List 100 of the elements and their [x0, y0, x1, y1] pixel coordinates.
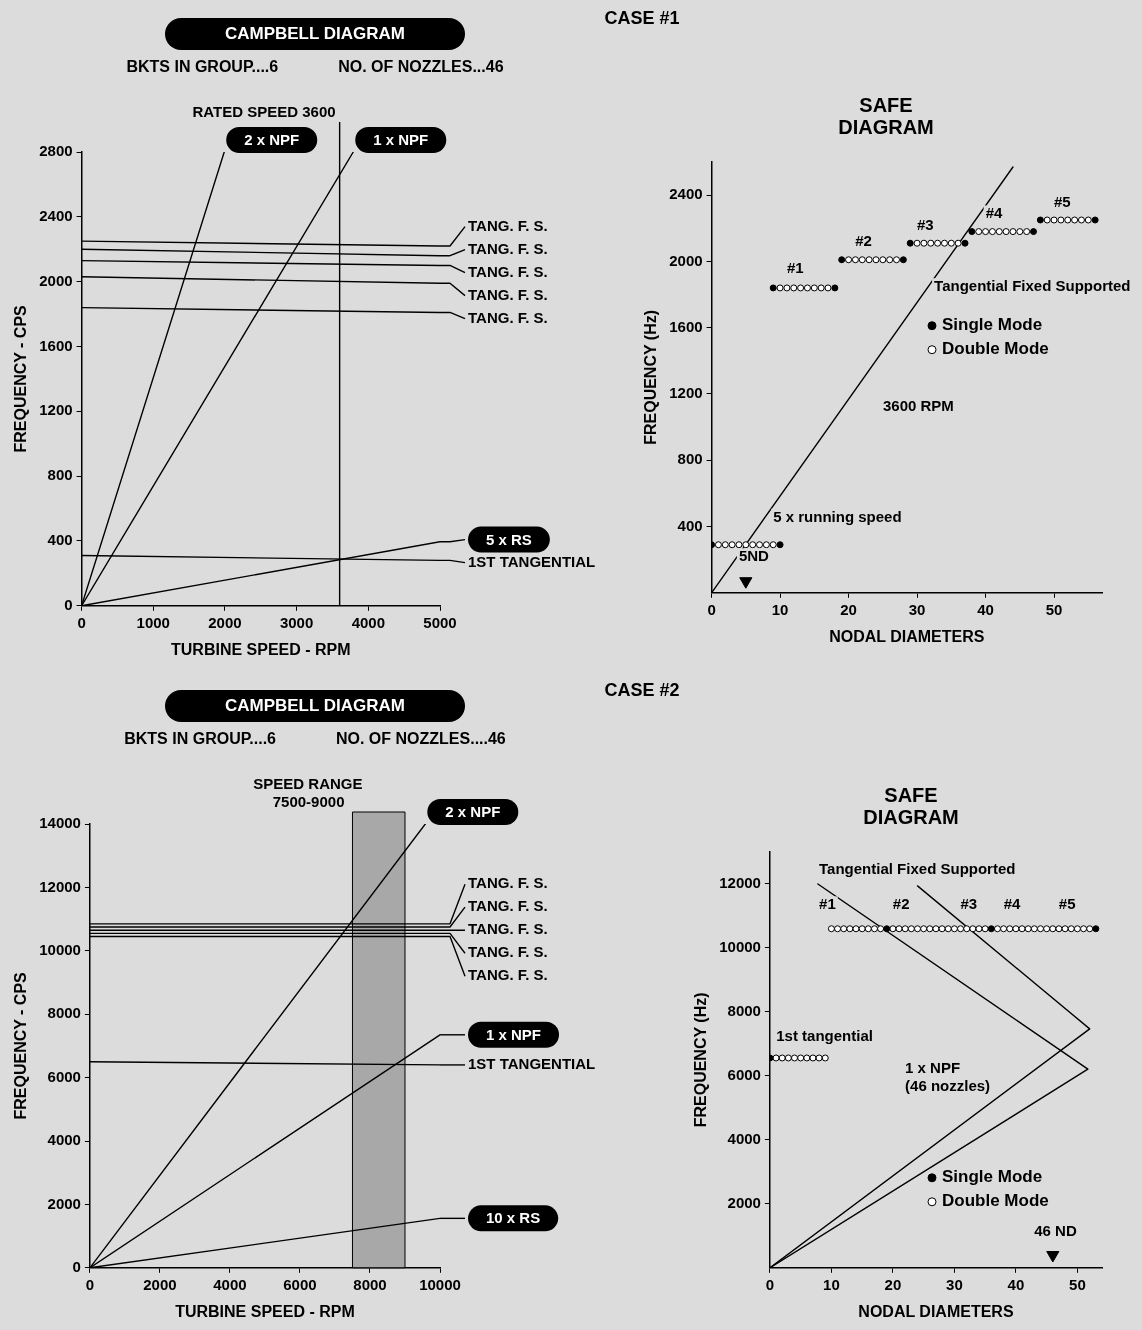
annotation: 1st tangential [776, 1026, 873, 1044]
x-axis-title: NODAL DIAMETERS [829, 627, 985, 645]
y-axis-title: FREQUENCY - CPS [12, 304, 30, 453]
x-tick-label: 10 [823, 1275, 840, 1293]
y-tick-label: 2400 [669, 185, 703, 203]
text: CASE #2 [604, 680, 680, 701]
chart-title: SAFE DIAGRAM [837, 94, 935, 138]
y-tick-label: 12000 [39, 877, 81, 895]
x-tick-label: 5000 [423, 613, 457, 631]
text: BKTS IN GROUP....6 [126, 58, 279, 76]
text: TANG. F. S. [468, 874, 548, 892]
x-tick-label: 0 [707, 600, 716, 618]
annotation: #2 [855, 232, 872, 250]
annotation: #1 [819, 895, 836, 913]
x-tick-label: 0 [85, 1275, 95, 1293]
x-tick-label: 0 [765, 1275, 775, 1293]
annotation: #5 [1053, 192, 1071, 210]
legend-label: 1 x NPF [485, 1025, 542, 1043]
x-axis-title: TURBINE SPEED - RPM [175, 1302, 355, 1320]
x-tick-label: 30 [908, 600, 926, 618]
x-tick-label: 20 [884, 1275, 902, 1293]
legend-label: 5 x RS [486, 530, 532, 548]
x-tick-label: 10 [771, 600, 789, 618]
y-tick-label: 2000 [669, 251, 703, 269]
text: BKTS IN GROUP....6 [124, 730, 276, 748]
y-tick-label: 1200 [39, 401, 73, 419]
y-tick-label: 400 [677, 516, 703, 534]
y-axis-title: FREQUENCY - CPS [12, 971, 30, 1120]
y-tick-label: 12000 [719, 874, 761, 892]
y-tick-label: 14000 [39, 814, 81, 832]
y-tick-label: 800 [677, 450, 703, 468]
legend-label: TANG. F. S. [468, 920, 548, 938]
y-tick-label: 10000 [39, 940, 81, 958]
annotation: 5ND [738, 547, 770, 565]
y-tick-label: 1600 [39, 336, 73, 354]
legend-label: TANG. F. S. [468, 285, 548, 303]
series-label: 2 x NPF [244, 131, 300, 149]
x-tick-label: 8000 [353, 1275, 387, 1293]
annotation: #2 [892, 895, 910, 913]
annotation: #3 [960, 895, 978, 913]
y-tick-label: 400 [47, 531, 73, 549]
y-tick-label: 2000 [47, 1194, 81, 1212]
text: TANG. F. S. [468, 966, 548, 984]
annotation: #5 [1058, 895, 1076, 913]
y-tick-label: 1200 [669, 384, 703, 402]
annotation: #3 [916, 216, 934, 234]
chart-title: CAMPBELL DIAGRAM [164, 690, 466, 722]
y-tick-label: 800 [47, 466, 73, 484]
legend-label: Single Mode [942, 315, 1043, 335]
y-tick-label: 6000 [47, 1067, 81, 1085]
legend-label: TANG. F. S. [468, 943, 548, 961]
legend-label: 1ST TANGENTIAL [468, 1055, 596, 1073]
y-tick-label: 8000 [47, 1004, 81, 1022]
annotation: Tangential Fixed Supported [819, 860, 1016, 878]
legend-label: TANG. F. S. [468, 262, 548, 280]
x-tick-label: 50 [1045, 600, 1063, 618]
annotation: #1 [786, 259, 804, 277]
y-tick-label: 1600 [669, 317, 703, 335]
legend-label: TANG. F. S. [468, 308, 548, 326]
legend-label: 1ST TANGENTIAL [468, 552, 596, 570]
x-tick-label: 6000 [283, 1275, 317, 1293]
x-tick-label: 10000 [419, 1275, 461, 1293]
series-label: 2 x NPF [445, 803, 501, 821]
legend-label: TANG. F. S. [468, 239, 548, 257]
legend-label: Single Mode [942, 1167, 1043, 1187]
y-axis-title: FREQUENCY (Hz) [642, 309, 660, 445]
y-tick-label: 10000 [719, 938, 761, 956]
x-tick-label: 20 [840, 600, 857, 618]
y-tick-label: 2800 [39, 142, 73, 160]
y-tick-label: 2000 [727, 1193, 761, 1211]
x-axis-title: NODAL DIAMETERS [858, 1302, 1014, 1320]
band-label: SPEED RANGE 7500-9000 [253, 774, 363, 810]
x-tick-label: 4000 [351, 613, 385, 631]
legend-label: Double Mode [942, 339, 1049, 359]
chart-title: SAFE DIAGRAM [862, 784, 960, 828]
annotation: Tangential Fixed Supported [934, 277, 1131, 295]
annotation: #4 [985, 204, 1003, 222]
text: NO. OF NOZZLES....46 [335, 730, 506, 748]
legend-label: 10 x RS [486, 1209, 541, 1227]
y-axis-title: FREQUENCY (Hz) [692, 992, 710, 1128]
y-tick-label: 2400 [39, 206, 73, 224]
annotation: 46 ND [1034, 1221, 1077, 1239]
text: NO. OF NOZZLES...46 [338, 58, 504, 76]
y-tick-label: 0 [72, 1257, 81, 1275]
y-tick-label: 4000 [727, 1130, 761, 1147]
text: TANG. F. S. [468, 216, 548, 234]
y-tick-label: 2000 [39, 271, 73, 289]
annotation: 3600 RPM [882, 396, 954, 414]
x-tick-label: 4000 [213, 1275, 247, 1293]
x-tick-label: 40 [1007, 1275, 1025, 1293]
x-tick-label: 30 [946, 1275, 963, 1293]
series-label: 1 x NPF [373, 131, 429, 149]
text: CASE #1 [604, 8, 680, 29]
legend-label: Double Mode [942, 1191, 1049, 1211]
ref-line-label: RATED SPEED 3600 [192, 102, 336, 120]
x-tick-label: 40 [977, 600, 994, 618]
x-tick-label: 3000 [279, 613, 314, 631]
annotation: 5 x running speed [773, 507, 902, 525]
x-axis-title: TURBINE SPEED - RPM [171, 640, 351, 658]
y-tick-label: 4000 [47, 1131, 81, 1149]
